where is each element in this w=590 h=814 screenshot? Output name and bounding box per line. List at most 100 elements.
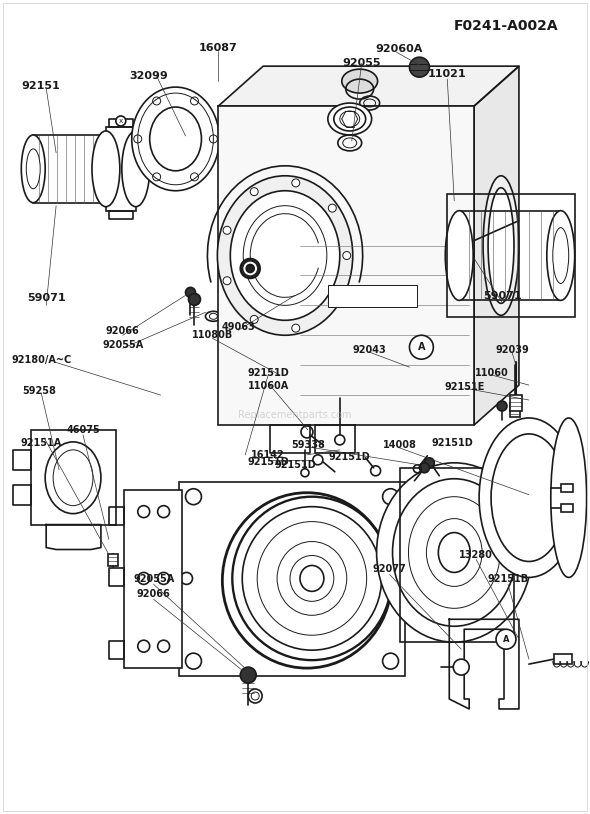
Ellipse shape [547, 211, 575, 300]
Text: 59338: 59338 [291, 440, 325, 450]
Polygon shape [315, 425, 355, 453]
Text: 16087: 16087 [199, 43, 238, 53]
Ellipse shape [122, 131, 150, 207]
Bar [399, 468, 514, 642]
Text: 92060A: 92060A [376, 44, 423, 55]
Bar [510, 403, 520, 417]
Text: 92055A: 92055A [102, 340, 143, 350]
Ellipse shape [483, 176, 519, 315]
Circle shape [343, 252, 350, 260]
Bar [510, 395, 522, 411]
Text: 16142: 16142 [251, 450, 285, 460]
Text: 11060A: 11060A [247, 381, 289, 391]
Text: 92039: 92039 [495, 345, 529, 355]
Ellipse shape [376, 463, 532, 642]
Polygon shape [109, 211, 133, 219]
Polygon shape [14, 484, 31, 505]
Bar [447, 194, 575, 317]
Polygon shape [14, 450, 31, 470]
Circle shape [246, 265, 254, 273]
Circle shape [382, 653, 398, 669]
Bar [560, 504, 573, 512]
Text: A: A [418, 342, 425, 352]
Polygon shape [109, 568, 124, 586]
Text: 92151E: 92151E [444, 382, 484, 392]
Text: 92151B: 92151B [487, 575, 529, 584]
Ellipse shape [445, 211, 473, 300]
Text: 92151D: 92151D [274, 460, 316, 470]
Circle shape [181, 572, 192, 584]
Circle shape [329, 299, 336, 307]
Polygon shape [109, 119, 133, 127]
Bar [560, 484, 573, 492]
Polygon shape [270, 425, 310, 453]
Circle shape [409, 335, 433, 359]
Text: 92151: 92151 [22, 81, 61, 91]
Circle shape [185, 653, 201, 669]
Text: 14008: 14008 [382, 440, 417, 450]
Ellipse shape [27, 149, 40, 189]
Circle shape [497, 401, 507, 411]
Bar [108, 554, 118, 567]
Text: 11080B: 11080B [192, 330, 233, 340]
Text: 11060: 11060 [475, 368, 509, 379]
Ellipse shape [185, 287, 195, 297]
Bar [106, 127, 136, 211]
Circle shape [335, 435, 345, 445]
Circle shape [244, 262, 256, 274]
Circle shape [250, 315, 258, 323]
Circle shape [453, 659, 469, 675]
Circle shape [419, 463, 430, 473]
Ellipse shape [92, 131, 120, 207]
Text: F0241-A002A: F0241-A002A [454, 20, 559, 33]
Polygon shape [218, 66, 519, 106]
Text: 92066: 92066 [137, 589, 171, 599]
Ellipse shape [488, 188, 514, 304]
Ellipse shape [217, 176, 353, 335]
Circle shape [424, 457, 434, 468]
Text: 92055A: 92055A [133, 575, 174, 584]
Polygon shape [474, 66, 519, 425]
Circle shape [292, 324, 300, 332]
Circle shape [301, 469, 309, 477]
Circle shape [292, 179, 300, 187]
Text: A: A [503, 635, 509, 644]
Bar [554, 654, 572, 664]
Ellipse shape [230, 190, 340, 320]
Circle shape [392, 572, 404, 584]
Ellipse shape [479, 418, 579, 577]
Bar [124, 490, 182, 668]
Circle shape [223, 277, 231, 285]
Ellipse shape [551, 418, 586, 577]
Circle shape [240, 259, 260, 278]
Bar [31, 430, 116, 524]
Polygon shape [46, 524, 101, 549]
Text: 59258: 59258 [22, 386, 56, 396]
Text: 59071: 59071 [27, 293, 65, 304]
Text: 92055: 92055 [342, 58, 381, 68]
Circle shape [250, 188, 258, 195]
Circle shape [382, 488, 398, 505]
Circle shape [496, 629, 516, 650]
Circle shape [188, 293, 201, 305]
Ellipse shape [21, 135, 45, 203]
Ellipse shape [553, 228, 569, 283]
Bar [218, 106, 474, 425]
Polygon shape [449, 619, 519, 709]
Text: x: x [119, 118, 123, 124]
Text: 92151D: 92151D [247, 457, 289, 467]
Text: 92151A: 92151A [21, 438, 62, 448]
Ellipse shape [409, 57, 430, 77]
Text: 92043: 92043 [353, 345, 386, 355]
Bar [328, 286, 417, 308]
Text: 92151D: 92151D [329, 452, 371, 462]
Text: 32099: 32099 [129, 71, 168, 81]
Circle shape [116, 116, 126, 126]
Text: 13280: 13280 [459, 549, 493, 559]
Text: 46075: 46075 [66, 425, 100, 435]
Circle shape [185, 488, 201, 505]
Polygon shape [109, 641, 124, 659]
Circle shape [240, 667, 256, 683]
Circle shape [329, 204, 336, 212]
Polygon shape [109, 506, 124, 524]
